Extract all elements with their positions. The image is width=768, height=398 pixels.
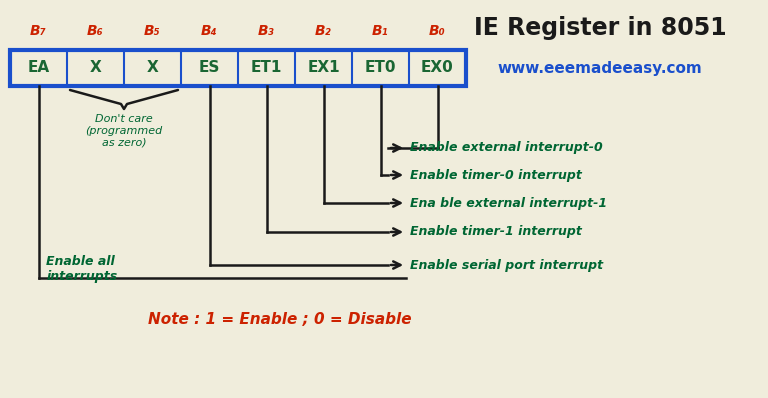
Text: Note : 1 = Enable ; 0 = Disable: Note : 1 = Enable ; 0 = Disable [148,312,412,328]
Text: X: X [147,60,158,76]
Text: EA: EA [28,60,50,76]
Text: IE Register in 8051: IE Register in 8051 [474,16,727,40]
Text: ET0: ET0 [365,60,396,76]
Text: Don't care
(programmed
as zero): Don't care (programmed as zero) [85,114,163,147]
Text: Enable serial port interrupt: Enable serial port interrupt [410,258,603,271]
Text: Enable timer-1 interrupt: Enable timer-1 interrupt [410,226,582,238]
Text: B₃: B₃ [258,24,275,38]
Text: www.eeemadeeasy.com: www.eeemadeeasy.com [498,60,703,76]
Text: EX0: EX0 [421,60,454,76]
Text: B₁: B₁ [372,24,389,38]
Text: ES: ES [199,60,220,76]
Text: B₇: B₇ [30,24,47,38]
Text: B₅: B₅ [144,24,161,38]
Text: Ena ble external interrupt-1: Ena ble external interrupt-1 [410,197,607,209]
Text: B₆: B₆ [87,24,104,38]
Bar [10,50,466,86]
Text: B₀: B₀ [429,24,446,38]
Text: Enable external interrupt-0: Enable external interrupt-0 [410,142,603,154]
Text: X: X [90,60,101,76]
Text: B₄: B₄ [201,24,218,38]
Text: B₂: B₂ [315,24,332,38]
Text: Enable timer-0 interrupt: Enable timer-0 interrupt [410,168,582,181]
Text: Enable all
interrupts: Enable all interrupts [47,255,118,283]
Text: ET1: ET1 [251,60,282,76]
Text: EX1: EX1 [307,60,339,76]
